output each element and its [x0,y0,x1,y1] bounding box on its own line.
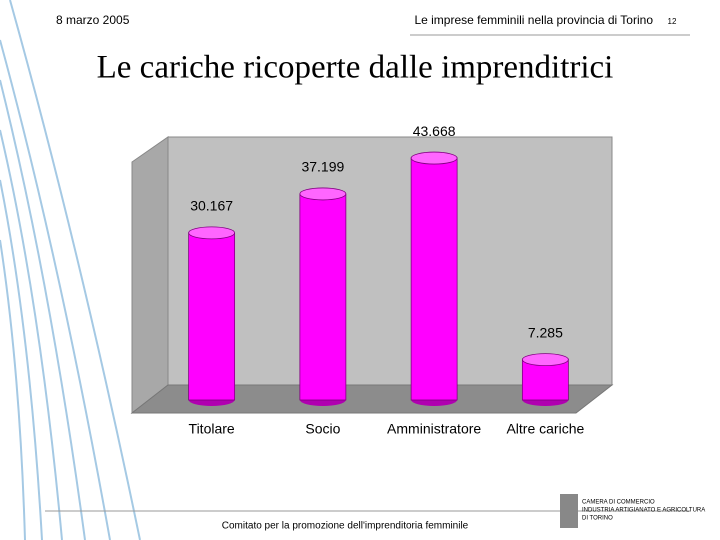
category-label: Titolare [189,421,235,437]
category-label: Socio [305,421,340,437]
bar [521,359,569,401]
logo-line: DI TORINO [582,516,613,522]
date: 8 marzo 2005 [56,13,130,27]
value-label: 43.668 [413,123,456,139]
logo-line: CAMERA DI COMMERCIO [582,500,655,506]
bar-top [521,353,569,367]
bar [410,157,458,401]
footer-text: Comitato per la promozione dell'imprendi… [222,521,469,532]
bar [299,193,347,401]
page-number: 12 [668,17,677,26]
bar-top [188,226,236,240]
logo-mark [560,494,578,528]
chart-title: Le cariche ricoperte dalle imprenditrici [97,50,614,86]
bar-top [299,187,347,201]
subject: Le imprese femminili nella provincia di … [414,13,653,27]
value-label: 37.199 [301,159,344,175]
plot-frame [130,136,614,415]
bar-top [410,151,458,165]
category-label: Altre cariche [506,421,584,437]
bar [188,232,236,401]
logo-line: INDUSTRIA ARTIGIANATO E AGRICOLTURA [582,508,705,514]
value-label: 30.167 [190,198,233,214]
value-label: 7.285 [528,324,563,340]
category-label: Amministratore [387,421,481,437]
decoration [0,0,141,540]
